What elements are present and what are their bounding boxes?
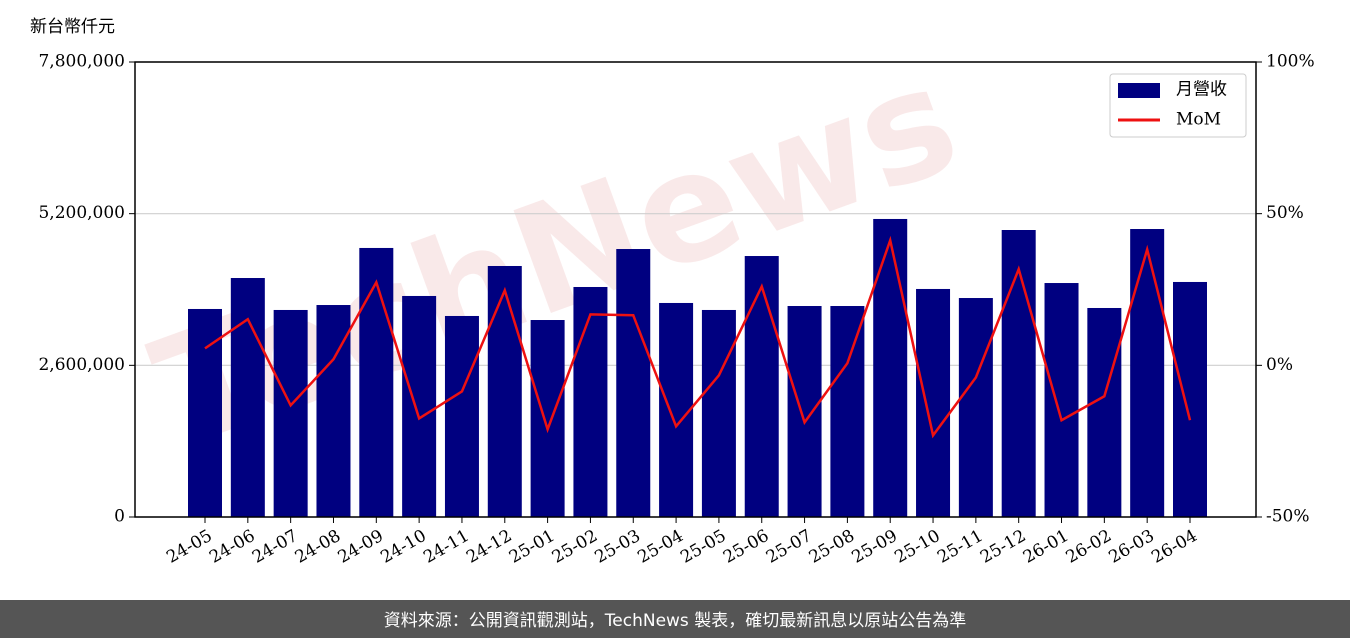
x-tick-label: 25-12: [977, 526, 1029, 568]
line: [204, 235, 1192, 439]
x-tick-label: 24-05: [163, 526, 215, 568]
x-tick-label: 25-06: [720, 526, 772, 568]
bar: [273, 309, 308, 517]
bar: [744, 256, 779, 517]
x-tick-label: 25-11: [934, 526, 986, 568]
x-tick-label: 24-08: [292, 526, 344, 568]
y-tick-label: 2,600,000: [38, 355, 125, 375]
bar: [230, 278, 265, 517]
y-tick-label: 7,800,000: [38, 52, 125, 72]
x-tick-label: 24-06: [206, 526, 258, 568]
y2-tick-label: 50%: [1266, 203, 1304, 223]
bar: [701, 309, 736, 517]
x-tick-label: 24-10: [377, 526, 429, 568]
bar: [616, 249, 651, 517]
bar: [1001, 230, 1036, 517]
bar: [1130, 229, 1165, 517]
y-tick-label: 0: [114, 507, 125, 527]
bar: [188, 308, 222, 517]
bar: [1173, 281, 1207, 517]
x-tick-label: 25-08: [806, 526, 858, 568]
legend-label: MoM: [1176, 110, 1221, 130]
footer: 資料來源：公開資訊觀測站，TechNews 製表，確切最新訊息以原站公告為準: [384, 611, 966, 631]
bar: [487, 265, 522, 517]
bar: [659, 302, 694, 517]
bar: [573, 286, 608, 517]
bar: [916, 288, 951, 517]
bar: [958, 298, 993, 517]
x-tick-label: 25-05: [677, 526, 729, 568]
x-tick-label: 26-04: [1148, 526, 1200, 568]
plot-frame: [134, 61, 1257, 518]
y2-tick-label: 0%: [1266, 355, 1293, 375]
bar: [359, 247, 394, 517]
bar: [1087, 307, 1122, 517]
x-tick-label: 24-07: [249, 526, 301, 568]
x-tick-label: 25-01: [506, 526, 558, 568]
bar: [444, 315, 479, 517]
x-tick-label: 25-10: [891, 526, 943, 568]
legend-swatch: [1118, 83, 1160, 98]
y-axis-label: 新台幣仟元: [30, 17, 115, 37]
y-tick-label: 5,200,000: [38, 203, 125, 223]
y2-tick-label: 100%: [1266, 52, 1315, 72]
x-tick-label: 25-07: [763, 526, 815, 568]
legend-label: 月營收: [1176, 80, 1227, 100]
footer-band: [0, 600, 1350, 638]
x-tick-label: 25-09: [849, 526, 901, 568]
x-tick-label: 24-09: [335, 526, 387, 568]
bar: [830, 306, 865, 517]
x-tick-label: 26-03: [1105, 526, 1157, 568]
x-tick-label: 24-11: [420, 526, 472, 568]
x-tick-label: 24-12: [463, 526, 515, 568]
x-tick-label: 25-03: [592, 526, 644, 568]
x-tick-label: 26-01: [1020, 526, 1072, 568]
bar: [787, 306, 822, 517]
bar: [1044, 283, 1079, 517]
x-tick-label: 26-02: [1063, 526, 1115, 568]
y2-tick-label: -50%: [1266, 507, 1310, 527]
x-tick-label: 25-02: [549, 526, 601, 568]
bar: [873, 218, 908, 517]
x-tick-label: 25-04: [634, 526, 686, 568]
bar: [530, 320, 565, 517]
bar: [402, 295, 437, 517]
